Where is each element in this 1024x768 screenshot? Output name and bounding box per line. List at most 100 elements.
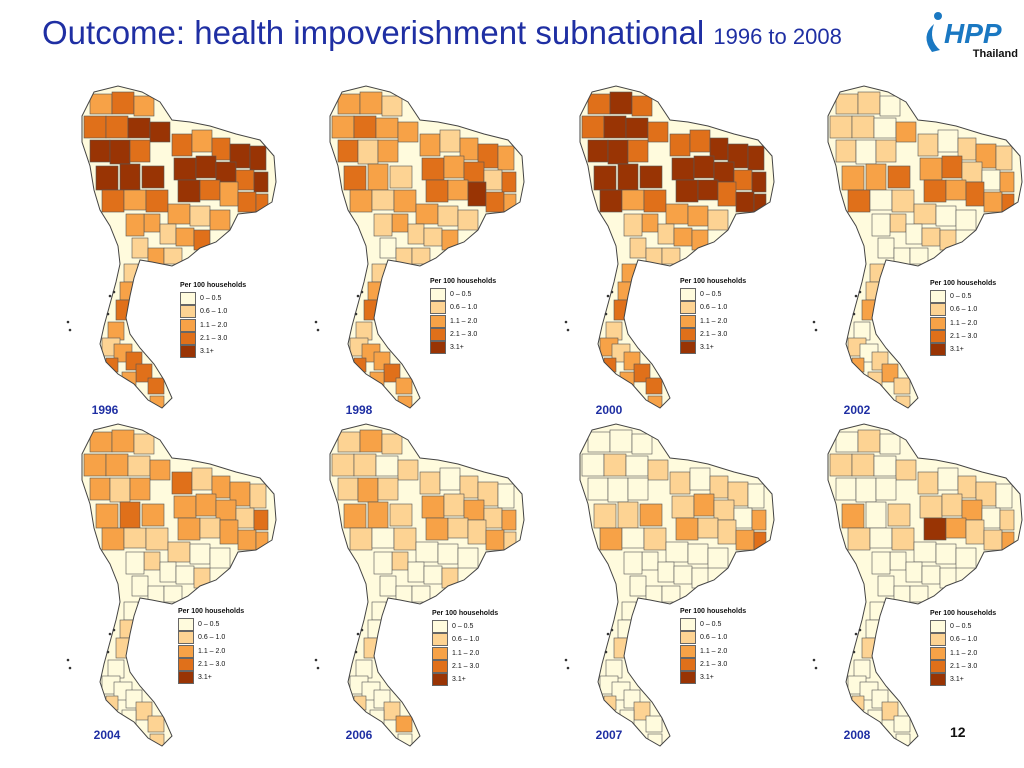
province-region bbox=[707, 547, 729, 569]
province-region bbox=[411, 247, 431, 265]
country-outline bbox=[579, 423, 775, 747]
province-region bbox=[171, 133, 193, 157]
province-region bbox=[675, 179, 699, 203]
province-region bbox=[713, 499, 735, 521]
legend-swatch bbox=[680, 314, 696, 328]
legend-swatch bbox=[432, 673, 448, 687]
province-region bbox=[621, 189, 645, 211]
thailand-choropleth-map bbox=[564, 85, 775, 409]
province-region bbox=[199, 179, 221, 201]
province-region bbox=[483, 169, 503, 191]
province-region bbox=[617, 619, 633, 639]
legend-swatch bbox=[430, 328, 446, 342]
province-region bbox=[853, 659, 871, 679]
province-region bbox=[657, 223, 675, 245]
legend-swatch bbox=[178, 631, 194, 645]
legend-title: Per 100 households bbox=[430, 278, 497, 285]
province-region bbox=[935, 543, 957, 565]
legend-label: 0.6 – 1.0 bbox=[700, 634, 728, 642]
province-region bbox=[357, 139, 379, 165]
province-region bbox=[215, 499, 237, 521]
province-region bbox=[149, 459, 171, 481]
province-region bbox=[415, 203, 439, 225]
province-region bbox=[621, 527, 645, 549]
map-panel-2008: Per 100 households 0 – 0.5 0.6 – 1.0 1.1 – … bbox=[806, 420, 1024, 750]
legend-label: 3.1+ bbox=[450, 344, 464, 352]
province-region bbox=[707, 209, 729, 231]
province-region bbox=[923, 179, 947, 203]
province-region bbox=[919, 495, 943, 519]
province-region bbox=[893, 585, 911, 607]
province-region bbox=[219, 181, 239, 207]
legend-label: 0.6 – 1.0 bbox=[950, 306, 978, 314]
legend-swatch bbox=[680, 658, 696, 672]
province-region bbox=[641, 213, 659, 233]
province-region bbox=[835, 477, 857, 501]
province-region bbox=[195, 493, 217, 517]
province-region bbox=[349, 527, 373, 551]
legend-swatch bbox=[178, 658, 194, 672]
country-outline bbox=[81, 85, 277, 409]
legend-label: 3.1+ bbox=[198, 674, 212, 682]
island-marker bbox=[610, 628, 614, 632]
province-region bbox=[367, 501, 389, 529]
province-region bbox=[603, 357, 617, 373]
province-region bbox=[889, 551, 907, 571]
province-region bbox=[371, 189, 395, 211]
province-region bbox=[177, 517, 201, 541]
country-outline bbox=[827, 423, 1023, 747]
island-marker bbox=[354, 650, 358, 654]
map-legend: Per 100 households 0 – 0.5 0.6 – 1.0 1.1 – … bbox=[930, 280, 996, 357]
province-region bbox=[501, 171, 517, 193]
province-region bbox=[857, 91, 881, 115]
province-region bbox=[129, 477, 151, 501]
province-region bbox=[189, 543, 211, 565]
province-region bbox=[733, 507, 753, 529]
island-marker bbox=[564, 320, 568, 324]
province-region bbox=[457, 547, 479, 569]
province-region bbox=[447, 179, 469, 201]
province-region bbox=[395, 377, 413, 395]
legend-item: 0.6 – 1.0 bbox=[178, 631, 244, 645]
legend-item: 1.1 – 2.0 bbox=[430, 314, 496, 328]
province-region bbox=[163, 247, 183, 265]
province-region bbox=[407, 223, 425, 245]
province-region bbox=[443, 155, 465, 179]
island-marker bbox=[314, 320, 318, 324]
legend-label: 1.1 – 2.0 bbox=[950, 319, 978, 327]
province-region bbox=[145, 527, 169, 551]
province-region bbox=[127, 117, 151, 139]
province-region bbox=[879, 433, 901, 455]
title-main: Outcome: health impoverishment subnation… bbox=[42, 14, 714, 51]
province-region bbox=[367, 163, 389, 191]
legend-label: 2.1 – 3.0 bbox=[198, 661, 226, 669]
province-region bbox=[191, 467, 213, 491]
island-marker bbox=[610, 290, 614, 294]
legend-swatch bbox=[930, 303, 946, 317]
province-region bbox=[419, 471, 441, 495]
province-region bbox=[111, 91, 135, 115]
legend-swatch bbox=[930, 660, 946, 674]
island-marker bbox=[356, 294, 360, 298]
province-region bbox=[421, 495, 445, 519]
legend-label: 0 – 0.5 bbox=[198, 621, 220, 629]
province-region bbox=[83, 115, 107, 139]
map-panel-2006: Per 100 households 0 – 0.5 0.6 – 1.0 1.1 – … bbox=[308, 420, 558, 750]
legend-label: 3.1+ bbox=[700, 674, 714, 682]
province-region bbox=[735, 529, 755, 551]
province-region bbox=[127, 455, 151, 477]
province-region bbox=[641, 551, 659, 571]
province-region bbox=[353, 695, 367, 711]
province-region bbox=[751, 509, 767, 531]
province-region bbox=[105, 357, 119, 373]
province-region bbox=[355, 659, 373, 679]
province-region bbox=[999, 509, 1015, 531]
province-region bbox=[995, 483, 1013, 509]
legend-swatch bbox=[430, 301, 446, 315]
legend-label: 1.1 – 2.0 bbox=[452, 649, 480, 657]
province-region bbox=[235, 507, 255, 529]
province-region bbox=[855, 477, 877, 503]
island-marker bbox=[112, 290, 116, 294]
province-region bbox=[173, 495, 197, 519]
province-region bbox=[891, 527, 915, 551]
